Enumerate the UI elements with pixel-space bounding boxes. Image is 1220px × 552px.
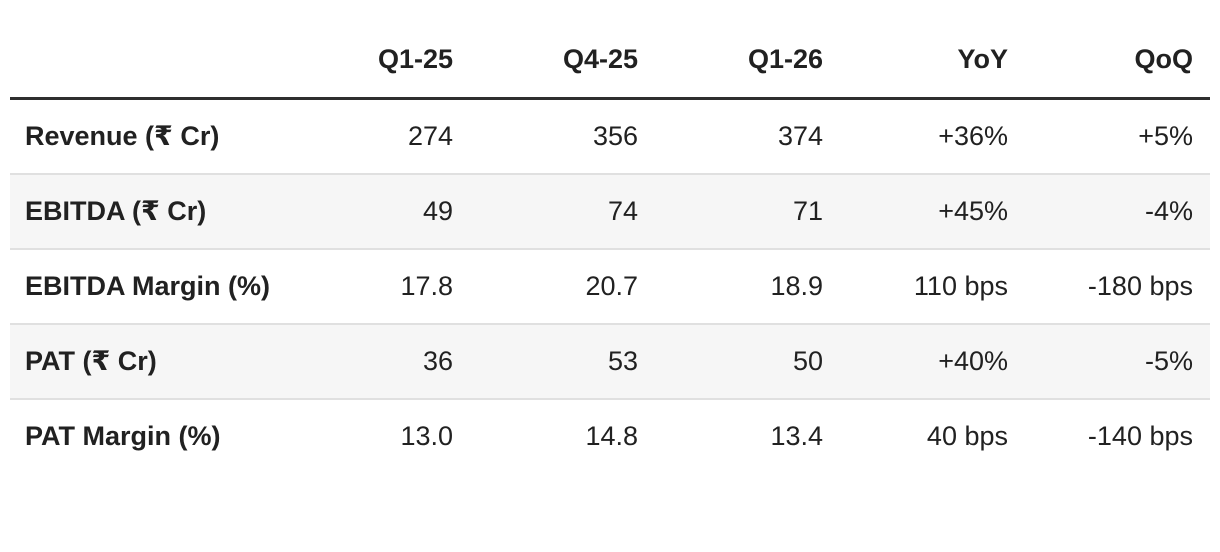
column-header-q4-25: Q4-25	[562, 44, 638, 74]
table-row: PAT (₹ Cr) 36 53 50 +40% -5%	[10, 323, 1210, 399]
column-header-yoy: YoY	[957, 44, 1008, 74]
row-label: PAT Margin (%)	[25, 421, 221, 451]
table-body: Revenue (₹ Cr) 274 356 374 +36% +5% EBITDA (₹ …	[10, 99, 1210, 474]
cell-value: +5%	[1138, 120, 1193, 151]
cell-value: 18.9	[770, 270, 823, 301]
cell-value: 14.8	[585, 421, 638, 451]
table-row: PAT Margin (%) 13.0 14.8 13.4 40 bps -140 bps	[10, 398, 1210, 474]
cell-value: +36%	[938, 120, 1008, 151]
cell-value: +45%	[938, 195, 1008, 226]
cell-value: 49	[422, 195, 453, 226]
cell-value: 71	[792, 195, 823, 226]
cell-value: +40%	[938, 345, 1008, 376]
column-header-q1-26: Q1-26	[747, 44, 823, 74]
row-label: EBITDA (₹ Cr)	[25, 195, 207, 226]
row-label: PAT (₹ Cr)	[25, 345, 157, 376]
column-header-q1-25: Q1-25	[377, 44, 453, 74]
cell-value: 374	[777, 120, 823, 151]
cell-value: -140 bps	[1087, 421, 1193, 451]
metric-column-header	[10, 30, 285, 99]
cell-value: 40 bps	[926, 421, 1008, 451]
cell-value: 356	[592, 120, 638, 151]
cell-value: 13.4	[770, 421, 823, 451]
cell-value: 20.7	[585, 270, 638, 301]
quarterly-results-table: Q1-25 Q4-25 Q1-26 YoY QoQ Revenue (₹ Cr) 274 3…	[10, 30, 1210, 474]
table-row: EBITDA Margin (%) 17.8 20.7 18.9 110 bps -180…	[10, 248, 1210, 324]
column-header-qoq: QoQ	[1134, 44, 1194, 74]
cell-value: 74	[607, 195, 638, 226]
cell-value: 17.8	[400, 270, 453, 301]
cell-value: -180 bps	[1087, 270, 1193, 301]
quarterly-results-table-container: Q1-25 Q4-25 Q1-26 YoY QoQ Revenue (₹ Cr) 274 3…	[10, 30, 1210, 474]
row-label: EBITDA Margin (%)	[25, 270, 270, 301]
cell-value: 110 bps	[913, 270, 1008, 301]
cell-value: 274	[407, 120, 453, 151]
cell-value: 50	[792, 345, 823, 376]
row-label: Revenue (₹ Cr)	[25, 120, 220, 151]
cell-value: 13.0	[400, 421, 453, 451]
header-row: Q1-25 Q4-25 Q1-26 YoY QoQ	[10, 30, 1210, 99]
cell-value: -5%	[1144, 345, 1193, 376]
table-row: EBITDA (₹ Cr) 49 74 71 +45% -4%	[10, 173, 1210, 249]
cell-value: -4%	[1144, 195, 1193, 226]
cell-value: 53	[607, 345, 638, 376]
cell-value: 36	[422, 345, 453, 376]
table-header: Q1-25 Q4-25 Q1-26 YoY QoQ	[10, 30, 1210, 99]
table-row: Revenue (₹ Cr) 274 356 374 +36% +5%	[10, 99, 1210, 174]
